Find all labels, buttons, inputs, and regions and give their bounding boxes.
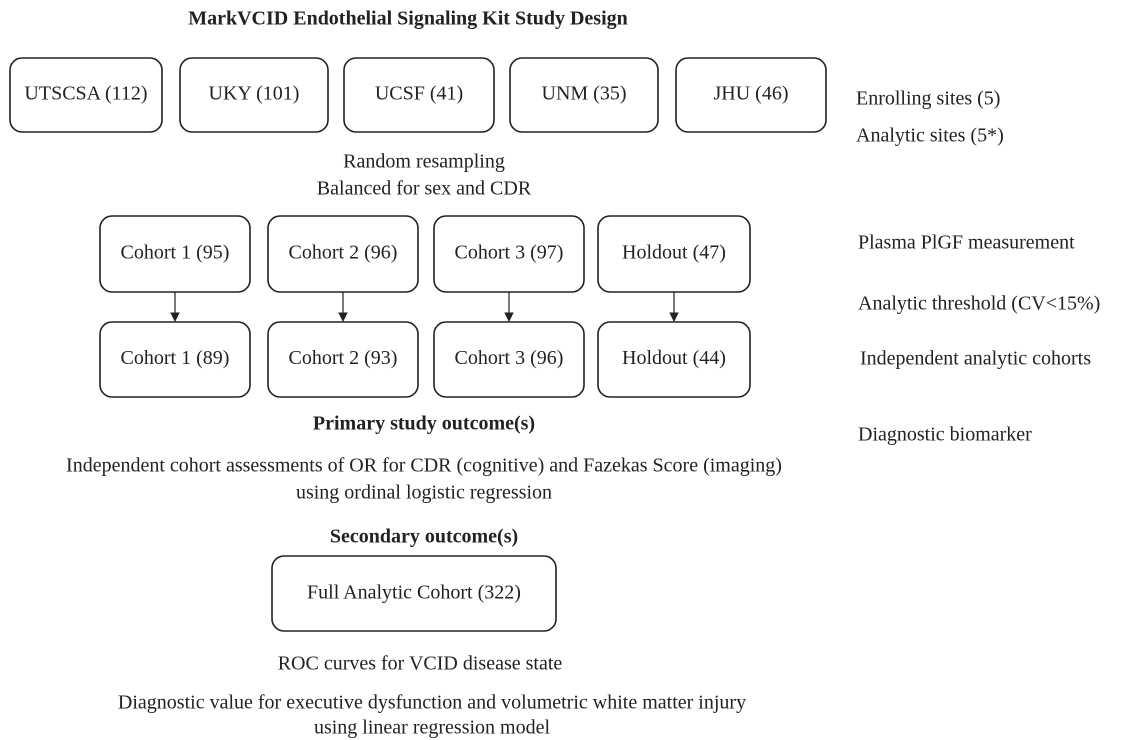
box: [179, 57, 329, 133]
secondary-text: Diagnostic value for executive dysfuncti…: [118, 692, 746, 714]
box-label: Cohort 2 (96): [289, 242, 398, 264]
secondary-heading: Secondary outcome(s): [330, 526, 518, 548]
side-label: Independent analytic cohorts: [860, 348, 1091, 370]
box: [343, 57, 495, 133]
primary-heading: Primary study outcome(s): [313, 413, 535, 435]
box-label: Cohort 3 (96): [455, 347, 564, 369]
box-label: UKY (101): [209, 83, 300, 105]
box: [675, 57, 827, 133]
title: MarkVCID Endothelial Signaling Kit Study…: [188, 8, 628, 30]
side-label: Enrolling sites (5): [856, 88, 1000, 110]
box-label: Holdout (47): [622, 242, 726, 264]
box-label: Cohort 3 (97): [455, 242, 564, 264]
box-label: Full Analytic Cohort (322): [307, 582, 521, 604]
box-label: Holdout (44): [622, 347, 726, 369]
box: [509, 57, 659, 133]
box: [267, 321, 419, 398]
resampling-text: Random resampling: [343, 151, 505, 173]
box-label: Cohort 1 (89): [121, 347, 230, 369]
resampling-text: Balanced for sex and CDR: [317, 178, 532, 200]
side-label: Plasma PlGF measurement: [858, 232, 1075, 254]
primary-text: using ordinal logistic regression: [296, 482, 552, 504]
side-label: Analytic sites (5*): [856, 125, 1004, 147]
box: [597, 321, 751, 398]
box-label: UNM (35): [542, 83, 627, 105]
box: [433, 321, 585, 398]
box: [99, 321, 251, 398]
box: [271, 555, 557, 632]
box-label: UCSF (41): [375, 83, 463, 105]
box: [9, 57, 163, 133]
box-label: Cohort 1 (95): [121, 242, 230, 264]
box-label: Cohort 2 (93): [289, 347, 398, 369]
box-label: JHU (46): [714, 83, 789, 105]
secondary-text: ROC curves for VCID disease state: [278, 653, 563, 675]
primary-text: Independent cohort assessments of OR for…: [66, 455, 782, 477]
side-label: Diagnostic biomarker: [858, 424, 1032, 446]
secondary-text: using linear regression model: [314, 717, 550, 739]
box-label: UTSCSA (112): [24, 83, 147, 105]
side-label: Analytic threshold (CV<15%): [858, 293, 1100, 315]
